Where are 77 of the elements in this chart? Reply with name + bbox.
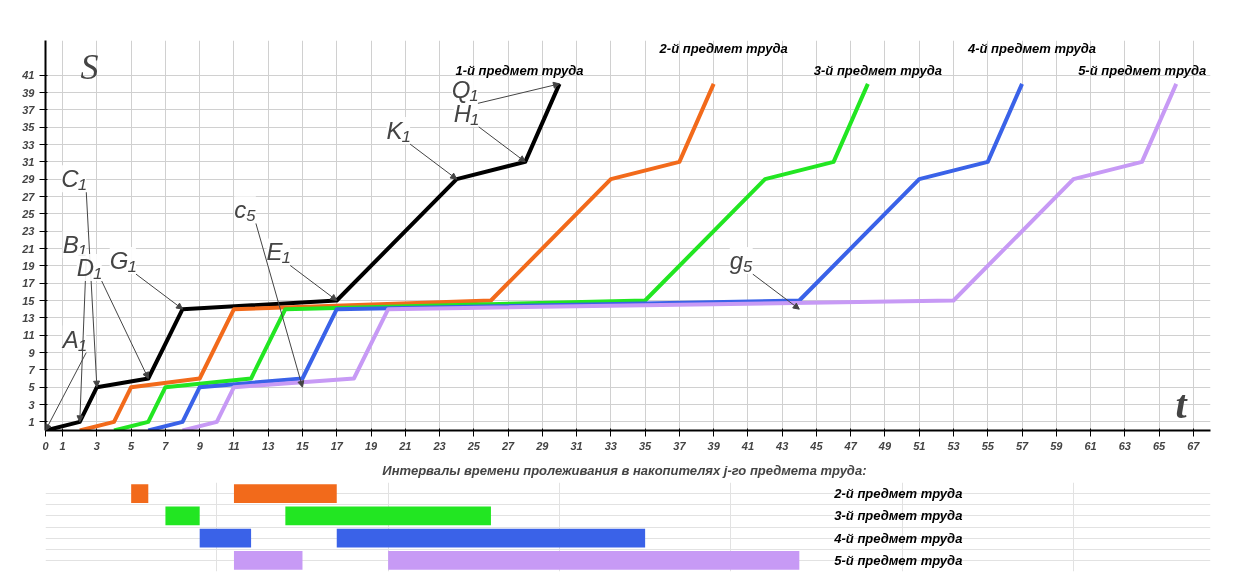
annotation: D₁ (76, 254, 102, 281)
y-tick-label: 7 (28, 363, 36, 376)
annotation: B₁ (62, 231, 87, 259)
x-tick-label: 45 (809, 439, 824, 452)
x-tick-label: 61 (1084, 439, 1097, 452)
x-tick-label: 41 (740, 439, 755, 452)
annotation: g₅ (729, 247, 754, 275)
series-label: 3-й предмет труда (813, 62, 942, 78)
y-tick-label: 13 (22, 311, 35, 324)
x-tick-label: 21 (398, 439, 412, 452)
x-tick-label: 63 (1118, 439, 1131, 452)
annotation: c₅ (234, 196, 257, 224)
y-tick-label: 5-й предмет труда (834, 552, 963, 568)
text: 4-й предмет труда (967, 40, 1097, 56)
y-tick-label: 2-й предмет труда (833, 486, 963, 502)
y-tick-label: 5 (28, 381, 36, 394)
y-tick-label: 37 (22, 103, 36, 116)
y-tick-label: 15 (22, 294, 36, 307)
x-tick-label: 59 (1050, 439, 1064, 452)
x-tick-label: 19 (364, 439, 379, 452)
y-tick-label: 4-й предмет труда (833, 530, 963, 546)
x-tick-label: 13 (262, 439, 275, 452)
x-tick-label: 5 (128, 439, 136, 452)
x-tick-label: 47 (843, 439, 858, 452)
x-tick-label: 67 (1187, 439, 1201, 452)
x-tick-label: 37 (673, 439, 687, 452)
y-tick-label: 3 (28, 398, 35, 411)
y-tick-label: 21 (21, 242, 35, 255)
y-tick-label: 9 (28, 346, 36, 359)
x-tick-label: 57 (1015, 439, 1030, 452)
y-axis-title: S (80, 47, 99, 88)
y-tick-label: 41 (21, 69, 35, 82)
x-tick-label: 23 (432, 439, 446, 452)
y-tick-label: 35 (22, 121, 36, 134)
x-tick-label: 49 (877, 439, 892, 452)
x-tick-label: 35 (639, 439, 653, 452)
annotation: A₁ (60, 325, 87, 353)
x-tick-label: 17 (330, 439, 344, 452)
x-tick-label: 53 (947, 439, 960, 452)
y-tick-label: 1 (28, 415, 35, 428)
x-tick-label: 0 (42, 439, 50, 452)
y-tick-label: 29 (21, 173, 36, 186)
y-tick-label: 27 (21, 190, 36, 203)
y-tick-label: 19 (22, 259, 36, 272)
y-tick-label: 11 (23, 329, 35, 342)
x-tick-label: 25 (466, 439, 481, 452)
x-tick-label: 11 (228, 439, 240, 452)
x-tick-label: 27 (500, 439, 516, 452)
y-tick-label: 3-й предмет труда (834, 508, 963, 524)
y-tick-label: 25 (21, 207, 36, 220)
x-tick-label: 43 (775, 439, 789, 452)
x-tick-label: 7 (162, 439, 170, 452)
text: 5-й предмет труда (1078, 62, 1207, 78)
chart-title: Интервалы времени пролеживания в накопителях j-го предмета труда: (382, 462, 867, 478)
y-tick-label: 31 (22, 155, 35, 168)
x-tick-label: 15 (296, 439, 310, 452)
x-axis-title: t (1175, 381, 1189, 427)
x-tick-label: 3 (93, 439, 100, 452)
x-tick-label: 1 (59, 439, 66, 452)
series-label: 1-й предмет труда (455, 62, 584, 78)
y-tick-label: 17 (22, 277, 36, 290)
x-tick-label: 9 (196, 439, 204, 452)
y-tick-label: 39 (22, 86, 36, 99)
annotation: K₁ (386, 117, 411, 145)
y-tick-label: 33 (22, 138, 35, 151)
x-tick-label: 31 (570, 439, 583, 452)
x-tick-label: 39 (707, 439, 721, 452)
annotation: E₁ (266, 238, 291, 266)
annotation: C₁ (61, 165, 87, 193)
x-tick-label: 33 (604, 439, 617, 452)
y-tick-label: 23 (21, 225, 35, 238)
x-tick-label: 51 (913, 439, 926, 452)
x-tick-label: 29 (535, 439, 550, 452)
x-tick-label: 55 (981, 439, 995, 452)
x-tick-label: 65 (1152, 439, 1167, 452)
text: 2-й предмет труда (658, 40, 788, 56)
annotation: G₁ (109, 247, 136, 275)
